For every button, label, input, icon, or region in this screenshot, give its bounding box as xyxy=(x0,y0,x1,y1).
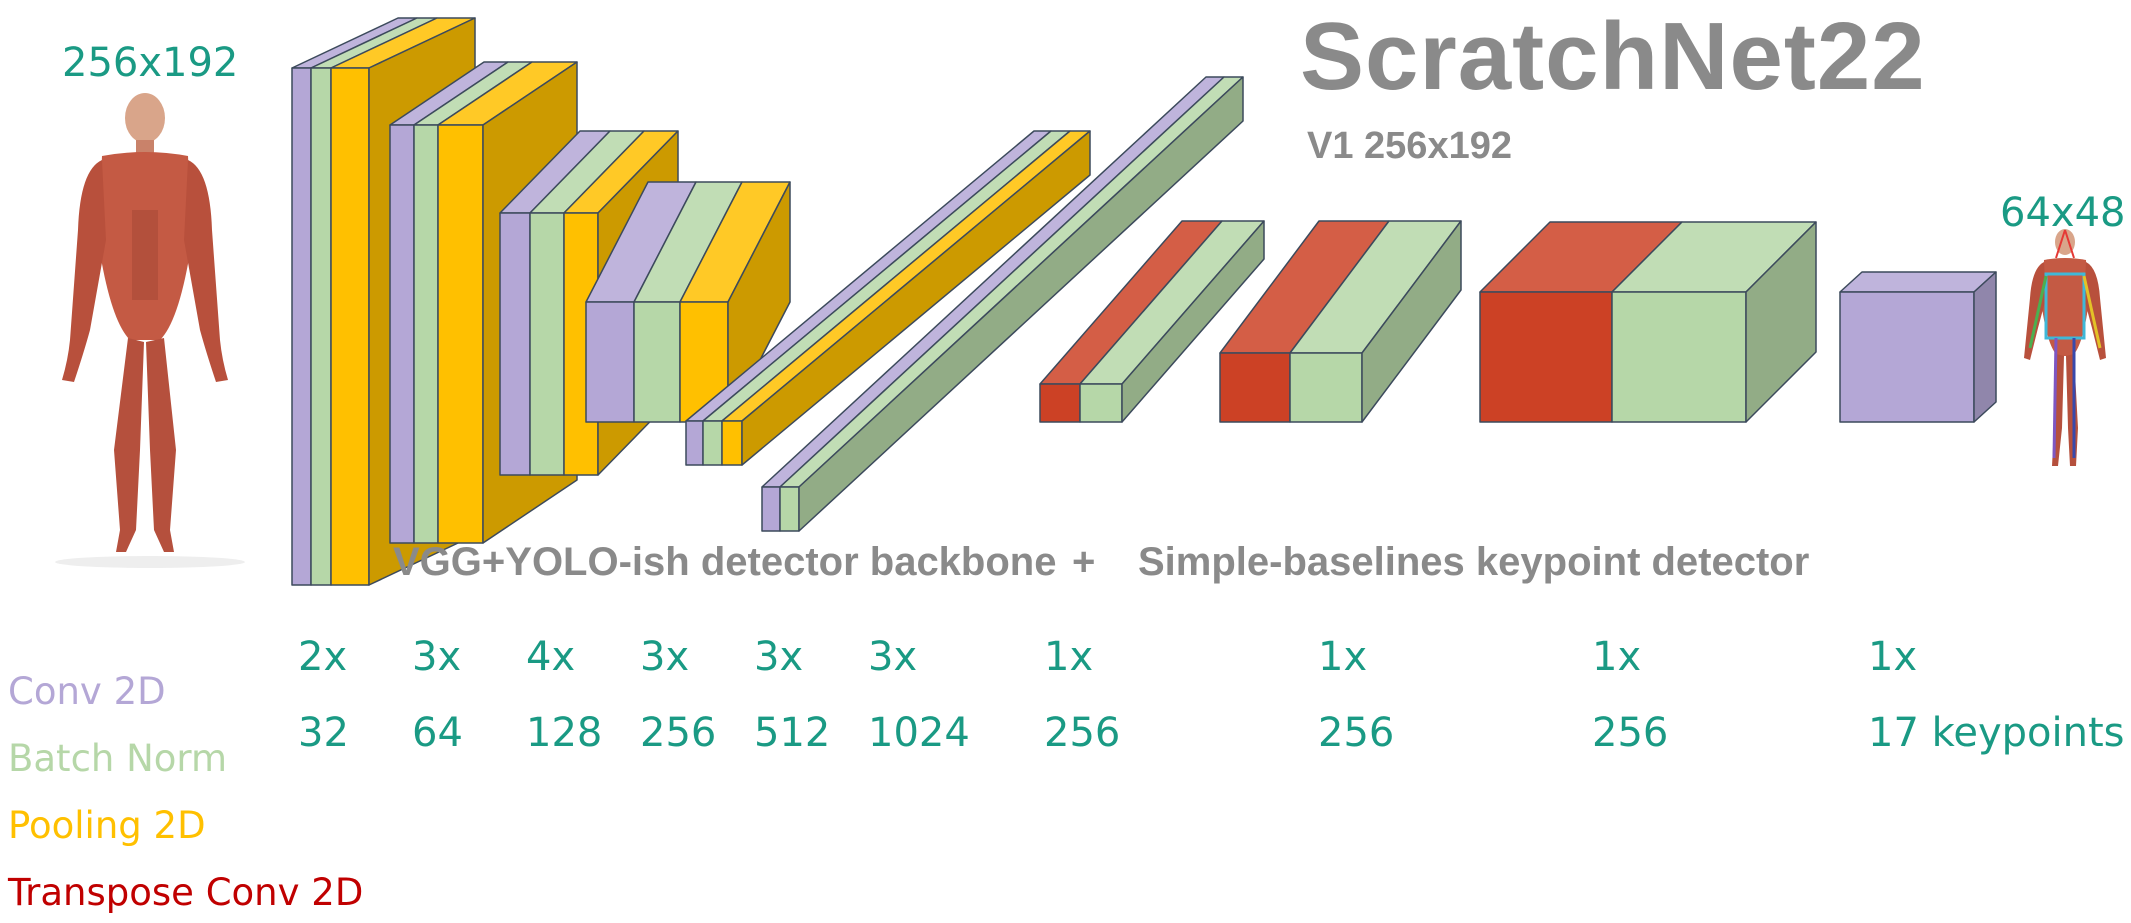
block-3-bn-2-front xyxy=(529,212,565,476)
stage-multiplier-5: 3x xyxy=(754,634,804,680)
small-figure-right-arm xyxy=(2084,262,2106,360)
stage-channels-3: 128 xyxy=(526,710,603,756)
block-10-conv-1-top xyxy=(1839,271,1997,293)
block-4-pool-3-side xyxy=(727,181,791,423)
block-4-bn-2-front xyxy=(633,301,681,423)
figure-neck xyxy=(136,140,154,156)
stage-multiplier-6: 3x xyxy=(868,634,918,680)
stage-channels-5: 512 xyxy=(754,710,831,756)
stage-channels-10: 17 keypoints xyxy=(1868,710,2125,756)
diagram-subtitle: V1 256x192 xyxy=(1307,125,1512,167)
figure-right-arm xyxy=(184,160,228,382)
block-8-bn-2-front xyxy=(1289,352,1363,423)
backbone-caption: VGG+YOLO-ish detector backbone xyxy=(393,540,1057,584)
block-9-tconv-1-front xyxy=(1479,291,1613,423)
head-caption: Simple-baselines keypoint detector xyxy=(1138,540,1810,584)
small-figure-left-arm xyxy=(2024,262,2046,360)
keypoint-head-lines xyxy=(2055,229,2075,259)
legend-conv2d: Conv 2D xyxy=(8,670,166,713)
block-7-tconv-1-front xyxy=(1039,383,1081,423)
plus-caption: + xyxy=(1072,540,1096,584)
stage-multiplier-3: 4x xyxy=(526,634,576,680)
stage-channels-8: 256 xyxy=(1318,710,1395,756)
stage-multiplier-9: 1x xyxy=(1592,634,1642,680)
input-size-label: 256x192 xyxy=(62,40,239,86)
stage-channels-9: 256 xyxy=(1592,710,1669,756)
block-2-bn-2-front xyxy=(413,124,439,544)
figure-abs xyxy=(132,210,158,300)
block-8-tconv-1-front xyxy=(1219,352,1291,423)
block-1-conv-1-front xyxy=(291,67,312,586)
figure-left-arm xyxy=(62,160,106,382)
block-9-bn-2-side xyxy=(1745,221,1817,423)
keypoint-torso-box xyxy=(2044,272,2086,340)
stage-multiplier-8: 1x xyxy=(1318,634,1368,680)
figure-head xyxy=(125,93,165,143)
block-1-bn-2-front xyxy=(310,67,332,586)
block-7-bn-2-side xyxy=(1121,220,1265,423)
figure-left-leg xyxy=(114,338,144,552)
block-6-bn-2-front xyxy=(779,486,800,532)
block-5-pool-3-front xyxy=(721,420,743,466)
stage-multiplier-4: 3x xyxy=(640,634,690,680)
diagram-title: ScratchNet22 xyxy=(1300,3,1926,110)
block-5-pool-3-side xyxy=(741,130,1091,466)
block-8-bn-2-side xyxy=(1361,220,1462,423)
legend-transpose-conv2d: Transpose Conv 2D xyxy=(8,871,364,914)
stage-multiplier-2: 3x xyxy=(412,634,462,680)
block-6-bn-2-side xyxy=(798,76,1244,532)
block-2-pool-3-front xyxy=(437,124,484,544)
skeleton-keypoints-figure-icon xyxy=(2024,229,2106,466)
block-7-bn-2-front xyxy=(1079,383,1123,423)
block-4-conv-1-front xyxy=(585,301,635,423)
block-10-conv-1-front xyxy=(1839,291,1975,423)
block-2-conv-1-front xyxy=(389,124,415,544)
stage-channels-1: 32 xyxy=(298,710,349,756)
legend-batch-norm: Batch Norm xyxy=(8,737,228,780)
block-9-bn-2-front xyxy=(1611,291,1747,423)
figure-shadow xyxy=(55,556,245,568)
stage-channels-7: 256 xyxy=(1044,710,1121,756)
block-3-conv-1-front xyxy=(499,212,531,476)
keypoint-left-leg xyxy=(2052,337,2058,459)
block-5-bn-2-front xyxy=(702,420,723,466)
legend-pooling2d: Pooling 2D xyxy=(8,804,206,847)
stage-channels-4: 256 xyxy=(640,710,717,756)
keypoint-right-limb xyxy=(2082,275,2102,349)
small-figure-body xyxy=(2042,258,2088,356)
stage-multiplier-7: 1x xyxy=(1044,634,1094,680)
block-1-pool-3-front xyxy=(330,67,370,586)
stage-multiplier-1: 2x xyxy=(298,634,348,680)
block-10-conv-1-side xyxy=(1973,271,1997,423)
keypoint-left-limb xyxy=(2028,275,2048,349)
output-size-label: 64x48 xyxy=(2000,190,2126,236)
stage-multiplier-10: 1x xyxy=(1868,634,1918,680)
block-5-conv-1-front xyxy=(685,420,704,466)
stage-channels-6: 1024 xyxy=(868,710,970,756)
muscle-figure-icon xyxy=(55,93,245,568)
block-6-conv-1-front xyxy=(761,486,781,532)
figure-right-leg xyxy=(146,338,176,552)
small-figure-legs xyxy=(2052,354,2078,466)
stage-channels-2: 64 xyxy=(412,710,463,756)
